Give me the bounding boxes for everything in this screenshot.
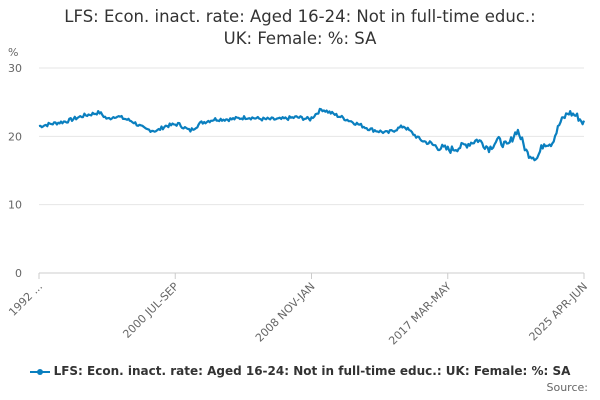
y-axis-ticks: 0 10 20 30 (8, 62, 22, 280)
x-tick-label: 2017 MAR-MAY (386, 280, 454, 348)
legend[interactable]: LFS: Econ. inact. rate: Aged 16-24: Not … (0, 364, 600, 378)
x-tick-label: 2025 APR-JUN (527, 280, 591, 344)
x-tick-label: 1992 ... (6, 280, 45, 319)
chart-title-line-2: UK: Female: %: SA (223, 29, 377, 48)
x-axis-ticks: 1992 ... 2000 JUL-SEP 2008 NOV-JAN 2017 MAR… (6, 273, 590, 348)
y-axis-label: % (8, 46, 18, 59)
y-tick-label: 10 (8, 199, 22, 212)
y-tick-label: 0 (15, 267, 22, 280)
chart-title-line-1: LFS: Econ. inact. rate: Aged 16-24: Not … (64, 7, 536, 26)
source-label: Source: (546, 381, 589, 394)
chart-title: LFS: Econ. inact. rate: Aged 16-24: Not … (0, 6, 600, 50)
series-line (38, 107, 586, 162)
grid-lines (39, 67, 584, 206)
y-tick-label: 30 (8, 62, 22, 75)
legend-swatch-icon (29, 368, 50, 376)
y-tick-label: 20 (8, 130, 22, 143)
x-tick-label: 2008 NOV-JAN (253, 280, 318, 345)
legend-item-label: LFS: Econ. inact. rate: Aged 16-24: Not … (53, 364, 571, 378)
x-tick-label: 2000 JUL-SEP (120, 280, 181, 341)
